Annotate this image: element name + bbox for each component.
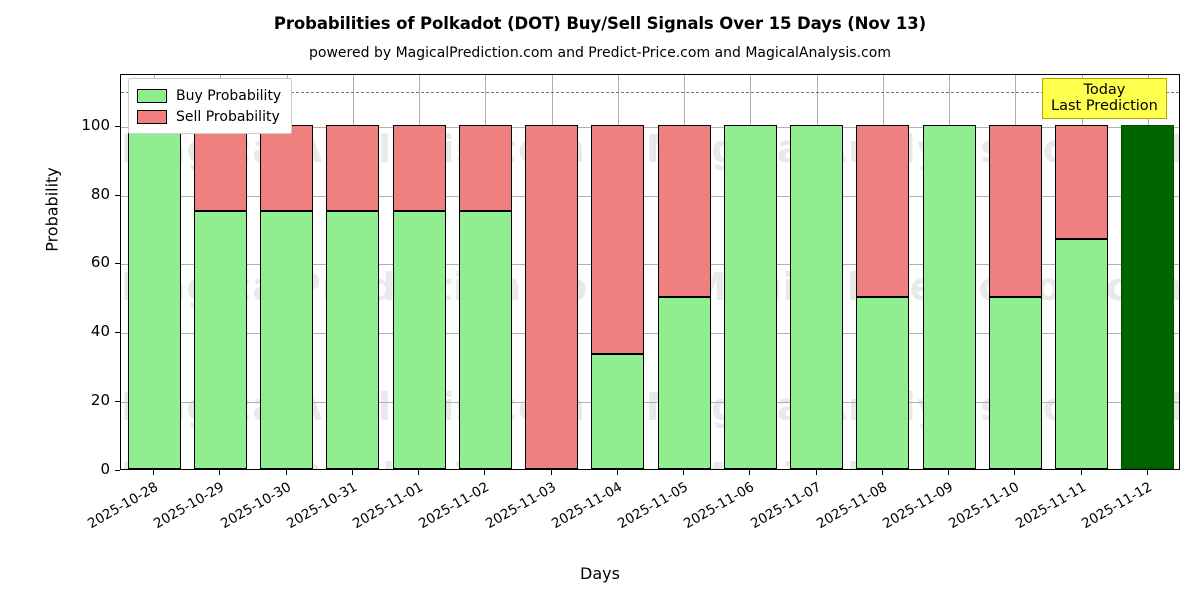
bar-group[interactable] bbox=[922, 75, 976, 469]
gridline-horizontal bbox=[121, 195, 1179, 197]
bar-segment-buy bbox=[193, 210, 247, 469]
bar-group[interactable] bbox=[1055, 75, 1109, 469]
bar-segment-today bbox=[1121, 124, 1175, 469]
bar-segment-buy bbox=[657, 296, 711, 469]
x-tick-mark bbox=[219, 470, 220, 475]
x-tick-mark bbox=[153, 470, 154, 475]
bar-segment-buy bbox=[988, 296, 1042, 469]
bar-group[interactable] bbox=[1121, 75, 1175, 469]
y-tick-mark bbox=[115, 470, 120, 471]
y-tick-mark bbox=[115, 401, 120, 403]
dashed-reference-line bbox=[121, 92, 1179, 94]
bar-group[interactable] bbox=[591, 75, 645, 469]
gridline-horizontal bbox=[121, 126, 1179, 128]
x-tick-mark bbox=[352, 470, 353, 475]
bar-segment-buy bbox=[1055, 239, 1109, 469]
bar-segment-buy bbox=[591, 354, 645, 469]
x-tick-mark bbox=[418, 470, 419, 475]
bar-segment-sell bbox=[326, 124, 380, 211]
bar-segment-sell bbox=[856, 124, 910, 297]
bars-layer bbox=[121, 75, 1179, 469]
legend-swatch-buy bbox=[137, 88, 167, 103]
today-annotation-line1: Today bbox=[1083, 82, 1126, 98]
bar-segment-sell bbox=[458, 124, 512, 211]
bar-segment-sell bbox=[525, 124, 579, 469]
bar-group[interactable] bbox=[723, 75, 777, 469]
y-tick-label: 40 bbox=[90, 322, 110, 341]
legend-item-buy[interactable]: Buy Probability bbox=[137, 85, 281, 106]
chart-legend: Buy Probability Sell Probability bbox=[128, 78, 293, 134]
bar-segment-buy bbox=[392, 210, 446, 469]
bar-group[interactable] bbox=[260, 75, 314, 469]
legend-label-buy: Buy Probability bbox=[176, 87, 282, 104]
y-tick-label: 80 bbox=[90, 184, 110, 203]
x-tick-mark bbox=[551, 470, 552, 475]
bar-segment-sell bbox=[392, 124, 446, 211]
bar-group[interactable] bbox=[392, 75, 446, 469]
legend-swatch-sell bbox=[137, 109, 167, 124]
y-tick-label: 60 bbox=[90, 253, 110, 272]
y-tick-label: 100 bbox=[81, 115, 110, 134]
bar-group[interactable] bbox=[326, 75, 380, 469]
today-annotation-line2: Last Prediction bbox=[1051, 98, 1158, 115]
x-tick-mark bbox=[617, 470, 618, 475]
bar-segment-buy bbox=[922, 124, 976, 469]
x-tick-mark bbox=[286, 470, 287, 475]
bar-segment-buy bbox=[856, 296, 910, 469]
x-tick-mark bbox=[816, 470, 817, 475]
x-tick-mark bbox=[1081, 470, 1082, 475]
bar-segment-buy bbox=[458, 210, 512, 469]
x-tick-mark bbox=[1014, 470, 1015, 475]
x-tick-mark bbox=[683, 470, 684, 475]
bar-segment-buy bbox=[127, 124, 181, 469]
y-tick-mark bbox=[115, 194, 120, 196]
x-tick-mark bbox=[948, 470, 949, 475]
today-annotation: Today Last Prediction bbox=[1042, 78, 1167, 120]
x-tick-mark bbox=[749, 470, 750, 475]
y-tick-label: 20 bbox=[90, 391, 110, 410]
x-tick-mark bbox=[1147, 470, 1148, 475]
bar-segment-buy bbox=[790, 124, 844, 469]
bar-group[interactable] bbox=[856, 75, 910, 469]
bar-segment-sell bbox=[657, 124, 711, 297]
bar-group[interactable] bbox=[127, 75, 181, 469]
bar-segment-buy bbox=[723, 124, 777, 469]
chart-subtitle: powered by MagicalPrediction.com and Pre… bbox=[309, 45, 891, 61]
gridline-horizontal bbox=[121, 333, 1179, 335]
bar-segment-sell bbox=[1055, 124, 1109, 240]
bar-group[interactable] bbox=[525, 75, 579, 469]
bar-group[interactable] bbox=[193, 75, 247, 469]
bar-group[interactable] bbox=[988, 75, 1042, 469]
reference-line-layer bbox=[121, 75, 1179, 469]
legend-item-sell[interactable]: Sell Probability bbox=[137, 106, 281, 127]
gridline-horizontal bbox=[121, 402, 1179, 404]
bar-group[interactable] bbox=[657, 75, 711, 469]
y-tick-mark bbox=[115, 263, 120, 265]
y-tick-mark bbox=[115, 125, 120, 127]
y-axis-label: Probability bbox=[42, 167, 62, 252]
chart-title: Probabilities of Polkadot (DOT) Buy/Sell… bbox=[273, 14, 927, 33]
x-tick-mark bbox=[882, 470, 883, 475]
x-tick-mark bbox=[484, 470, 485, 475]
bar-group[interactable] bbox=[458, 75, 512, 469]
gridline-horizontal bbox=[121, 264, 1179, 266]
x-axis-label: Days bbox=[580, 564, 620, 583]
bar-segment-buy bbox=[260, 210, 314, 469]
bar-group[interactable] bbox=[790, 75, 844, 469]
bar-segment-sell bbox=[260, 124, 314, 211]
bar-segment-buy bbox=[326, 210, 380, 469]
bar-segment-sell bbox=[591, 124, 645, 355]
y-tick-mark bbox=[115, 332, 120, 334]
bar-segment-sell bbox=[988, 124, 1042, 297]
y-tick-label: 0 bbox=[100, 460, 110, 478]
legend-label-sell: Sell Probability bbox=[176, 108, 280, 125]
